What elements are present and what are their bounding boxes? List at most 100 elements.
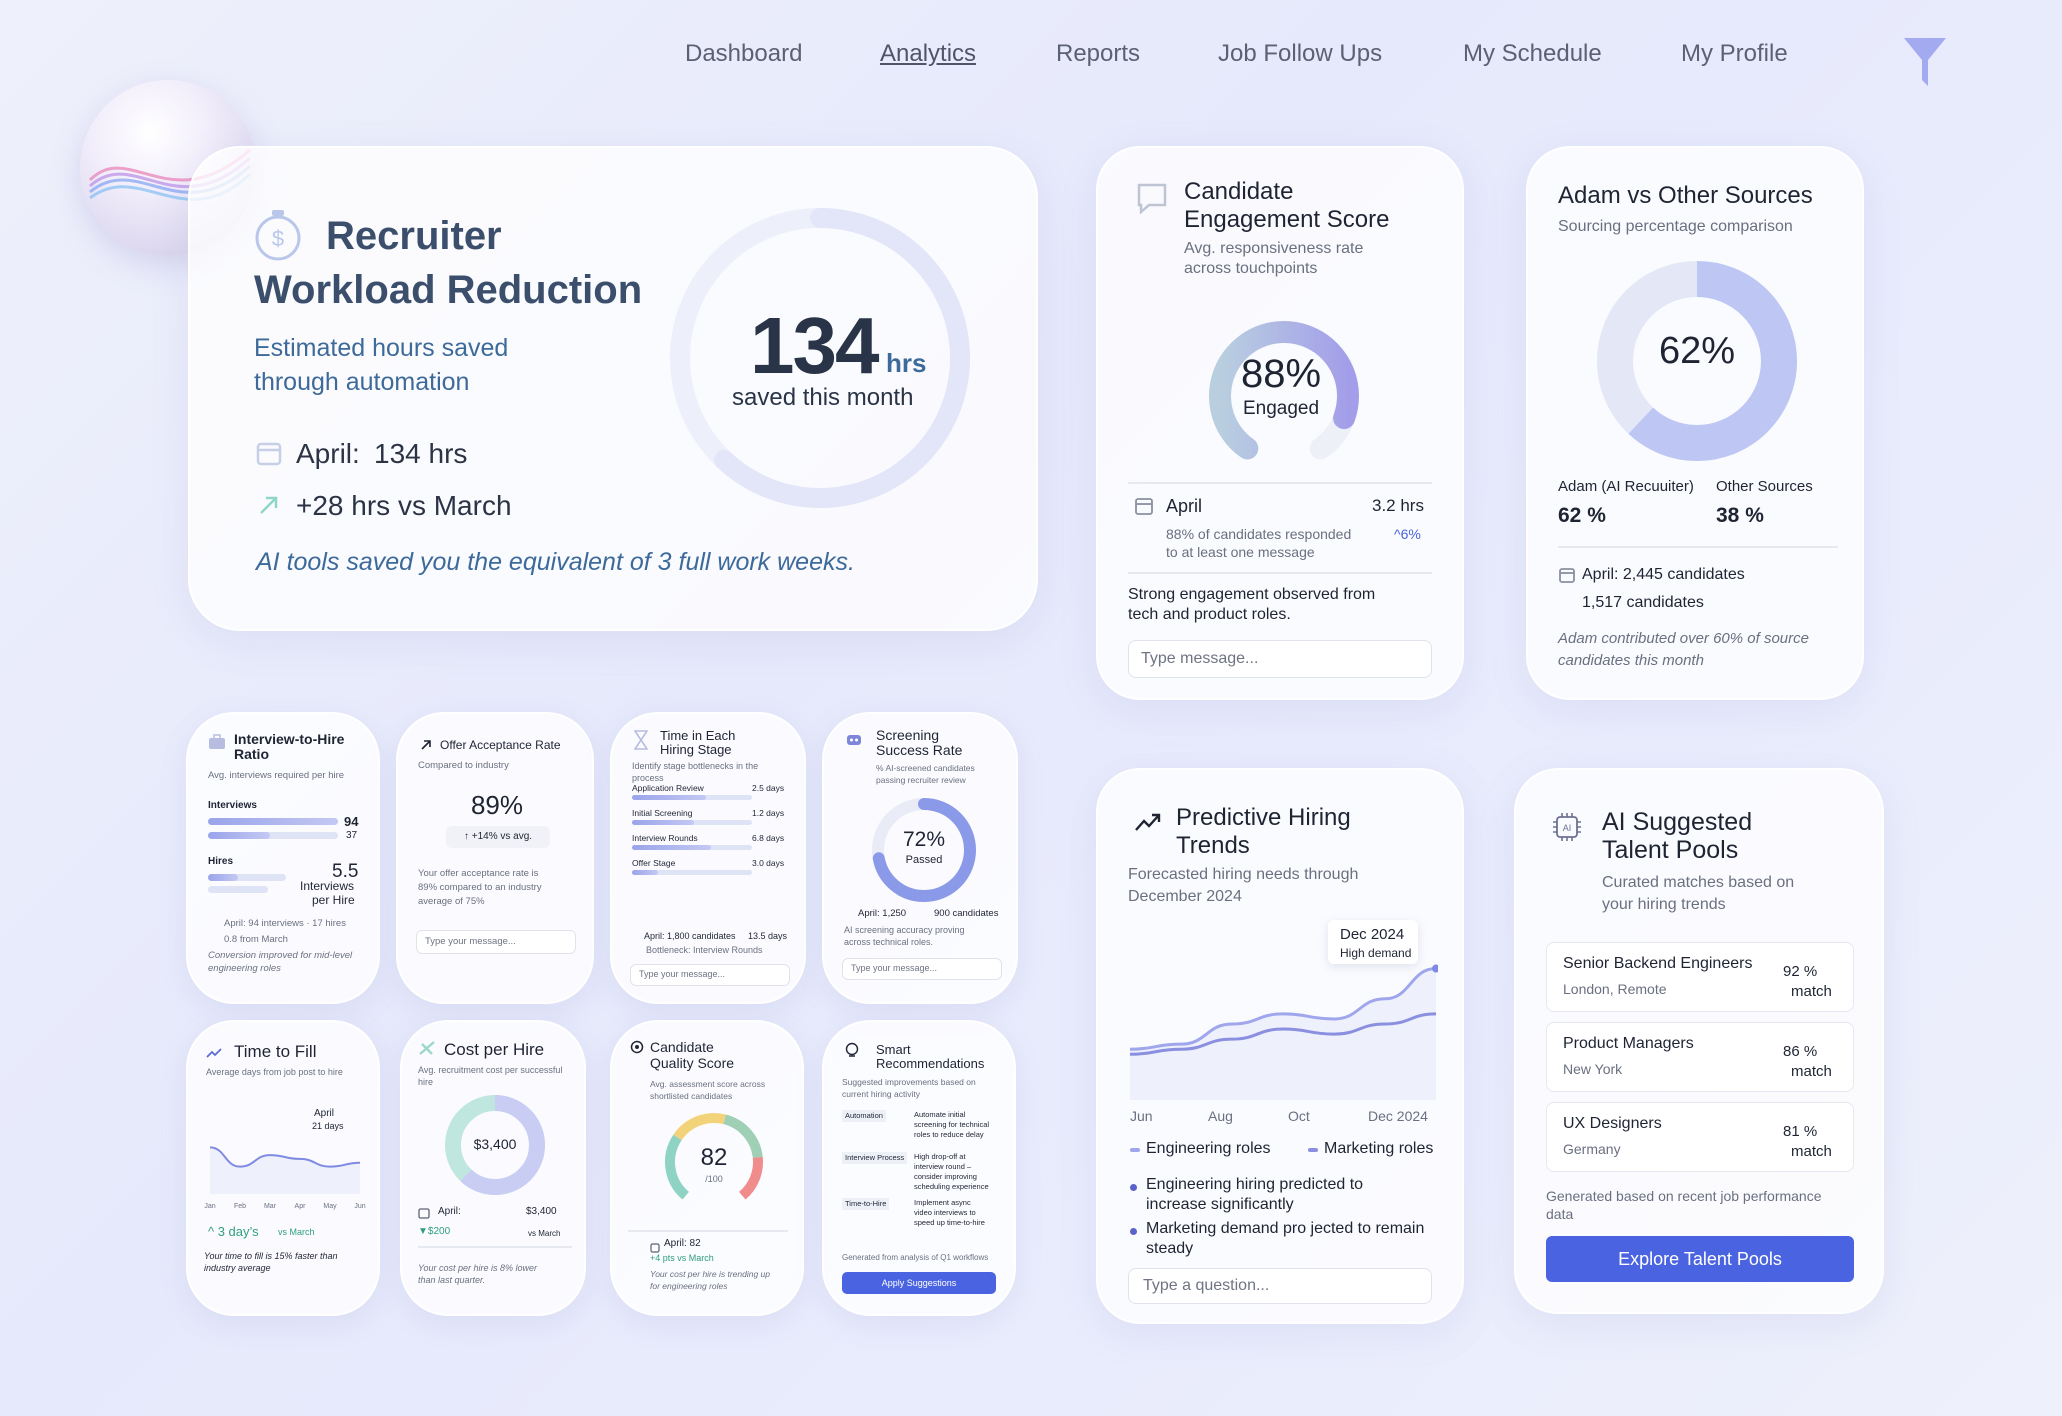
tile-subtitle-2: shortlisted candidates bbox=[650, 1091, 733, 1101]
cost-april-value: $3,400 bbox=[526, 1206, 557, 1217]
offer-rate-tile: Offer Acceptance Rate Compared to indust… bbox=[396, 712, 594, 1004]
engagement-message-input[interactable]: Type message... bbox=[1128, 640, 1432, 678]
explore-talent-pools-button[interactable]: Explore Talent Pools bbox=[1546, 1236, 1854, 1282]
trends-subtitle-1: Forecasted hiring needs through bbox=[1128, 866, 1359, 883]
ttf-month-label: Apr bbox=[295, 1203, 307, 1210]
screening-april: April: 1,250 bbox=[858, 908, 907, 919]
trends-tooltip bbox=[1328, 920, 1418, 964]
trends-bullet-1b: increase significantly bbox=[1146, 1196, 1294, 1213]
sources-donut bbox=[1597, 261, 1797, 461]
quality-value: 82 bbox=[700, 1144, 728, 1171]
filter-icon[interactable] bbox=[1902, 36, 1948, 88]
lightbulb-icon bbox=[844, 1042, 860, 1060]
tile-subtitle-1: % AI-screened candidates bbox=[876, 763, 975, 773]
tile-subtitle-2: hire bbox=[418, 1077, 434, 1087]
nav-dashboard[interactable]: Dashboard bbox=[685, 40, 803, 67]
sources-april: April: 2,445 candidates bbox=[1582, 566, 1745, 583]
nav-analytics[interactable]: Analytics bbox=[880, 40, 977, 67]
trends-question-input[interactable]: Type a question... bbox=[1128, 1268, 1432, 1304]
talent-pool-row[interactable]: Senior Backend Engineers London, Remote 92… bbox=[1546, 942, 1854, 1012]
bullet-dot bbox=[1130, 1228, 1137, 1235]
cost-delta-label: vs March bbox=[528, 1229, 561, 1238]
sources-subtitle: Sourcing percentage comparison bbox=[1558, 218, 1793, 235]
talent-pool-row[interactable]: Product Managers New York 86 % match bbox=[1546, 1022, 1854, 1092]
tile-title-1: Smart bbox=[876, 1042, 911, 1057]
svg-text:$: $ bbox=[272, 226, 284, 251]
recommendation-tag: Interview Process bbox=[842, 1152, 908, 1164]
interview-ratio-tile: Interview-to-Hire Ratio Avg. interviews … bbox=[186, 712, 380, 1004]
recommendation-text: consider improving bbox=[914, 1172, 977, 1181]
stage-name: Application Review bbox=[632, 783, 704, 793]
caret-up-icon: ^ bbox=[208, 1224, 218, 1239]
engagement-note-2: to at least one message bbox=[1166, 544, 1315, 560]
tile-title: Offer Acceptance Rate bbox=[440, 738, 561, 752]
offer-note-3: average of 75% bbox=[418, 896, 485, 907]
workload-footer: AI tools saved you the equivalent of 3 f… bbox=[256, 548, 855, 576]
ratio-label-2: per Hire bbox=[312, 893, 355, 907]
input-placeholder: Type your message... bbox=[851, 963, 938, 973]
briefcase-icon bbox=[208, 734, 226, 750]
tile-subtitle-2: passing recruiter review bbox=[876, 775, 966, 785]
interview-note-2: engineering roles bbox=[208, 963, 281, 974]
input-placeholder: Type your message... bbox=[425, 936, 516, 947]
pool-match-pct: 81 % bbox=[1783, 1123, 1818, 1140]
recommendation-text: Implement async bbox=[914, 1198, 971, 1207]
offer-value: 89% bbox=[470, 790, 524, 820]
trends-bullet-1a: Engineering hiring predicted to bbox=[1146, 1176, 1364, 1193]
tile-subtitle: Avg. interviews required per hire bbox=[208, 770, 345, 781]
pool-match-pct: 92 % bbox=[1783, 963, 1818, 980]
recommendation-tag: Time-to-Hire bbox=[842, 1198, 890, 1210]
trends-bullet-2b: steady bbox=[1146, 1240, 1194, 1257]
workload-month-value: 134 hrs bbox=[374, 438, 468, 469]
ttf-area bbox=[210, 1147, 360, 1194]
ttf-note-2: industry average bbox=[204, 1263, 271, 1273]
ttf-note-1: Your time to fill is 15% faster than bbox=[204, 1251, 338, 1261]
stage-days: 3.0 days bbox=[752, 858, 785, 868]
hourglass-icon bbox=[633, 730, 649, 750]
legend-swatch-marketing bbox=[1308, 1148, 1318, 1152]
workload-subtitle-1: Estimated hours saved bbox=[254, 334, 509, 362]
recommendation-text: video interviews to bbox=[914, 1208, 976, 1217]
workload-big-unit: hrs bbox=[886, 348, 927, 378]
ttf-delta-value: ^ 3 day’s bbox=[208, 1224, 259, 1239]
stage-days: 1.2 days bbox=[752, 808, 785, 818]
screening-value: 72% bbox=[902, 828, 946, 851]
divider bbox=[628, 1230, 788, 1232]
stage-bar-fill bbox=[632, 845, 711, 850]
engagement-month: April bbox=[1166, 496, 1203, 516]
nav-reports[interactable]: Reports bbox=[1056, 40, 1141, 67]
calendar-icon bbox=[1558, 566, 1576, 584]
screening-message-input[interactable]: Type your message... bbox=[842, 958, 1002, 980]
trend-line-icon bbox=[206, 1046, 222, 1058]
input-placeholder: Type a question... bbox=[1143, 1277, 1270, 1294]
sources-other-label: Other Sources bbox=[1716, 478, 1813, 495]
ttf-delta-text: 3 day’s bbox=[217, 1224, 259, 1239]
screening-note-1: AI screening accuracy proving bbox=[844, 925, 965, 935]
stopwatch-icon: $ bbox=[252, 206, 304, 262]
legend-marketing: Marketing roles bbox=[1324, 1140, 1434, 1157]
nav-my-profile[interactable]: My Profile bbox=[1681, 40, 1788, 67]
stage-message-input[interactable]: Type your message... bbox=[630, 964, 790, 986]
stage-name: Offer Stage bbox=[632, 858, 676, 868]
trends-title-1: Predictive Hiring bbox=[1176, 804, 1351, 831]
tile-subtitle-2: current hiring activity bbox=[842, 1089, 920, 1099]
talent-pool-row[interactable]: UX Designers Germany 81 % match bbox=[1546, 1102, 1854, 1172]
nav-job-follow-ups[interactable]: Job Follow Ups bbox=[1218, 40, 1383, 67]
apply-suggestions-button[interactable]: Apply Suggestions bbox=[842, 1272, 996, 1294]
ttf-tooltip-month: April bbox=[314, 1108, 335, 1119]
cost-note-2: than last quarter. bbox=[418, 1275, 486, 1285]
cost-note-1: Your cost per hire is 8% lower bbox=[418, 1263, 538, 1273]
engagement-delta: ^6% bbox=[1394, 526, 1421, 542]
recommendation-text: scheduling experience bbox=[914, 1182, 989, 1191]
pools-title-1: AI Suggested bbox=[1602, 808, 1753, 836]
calendar-icon bbox=[1134, 496, 1154, 516]
quality-max: /100 bbox=[705, 1174, 723, 1184]
quality-gauge bbox=[665, 1113, 763, 1200]
nav-my-schedule[interactable]: My Schedule bbox=[1463, 40, 1602, 67]
cost-per-hire-tile: Cost per Hire Avg. recruitment cost per … bbox=[400, 1020, 586, 1316]
tile-title: Cost per Hire bbox=[444, 1040, 545, 1059]
interviews-bar-fill bbox=[208, 818, 338, 825]
quality-gauge-segment bbox=[673, 1113, 726, 1141]
engagement-insight-2: tech and product roles. bbox=[1128, 606, 1291, 623]
offer-message-input[interactable]: Type your message... bbox=[416, 930, 576, 954]
